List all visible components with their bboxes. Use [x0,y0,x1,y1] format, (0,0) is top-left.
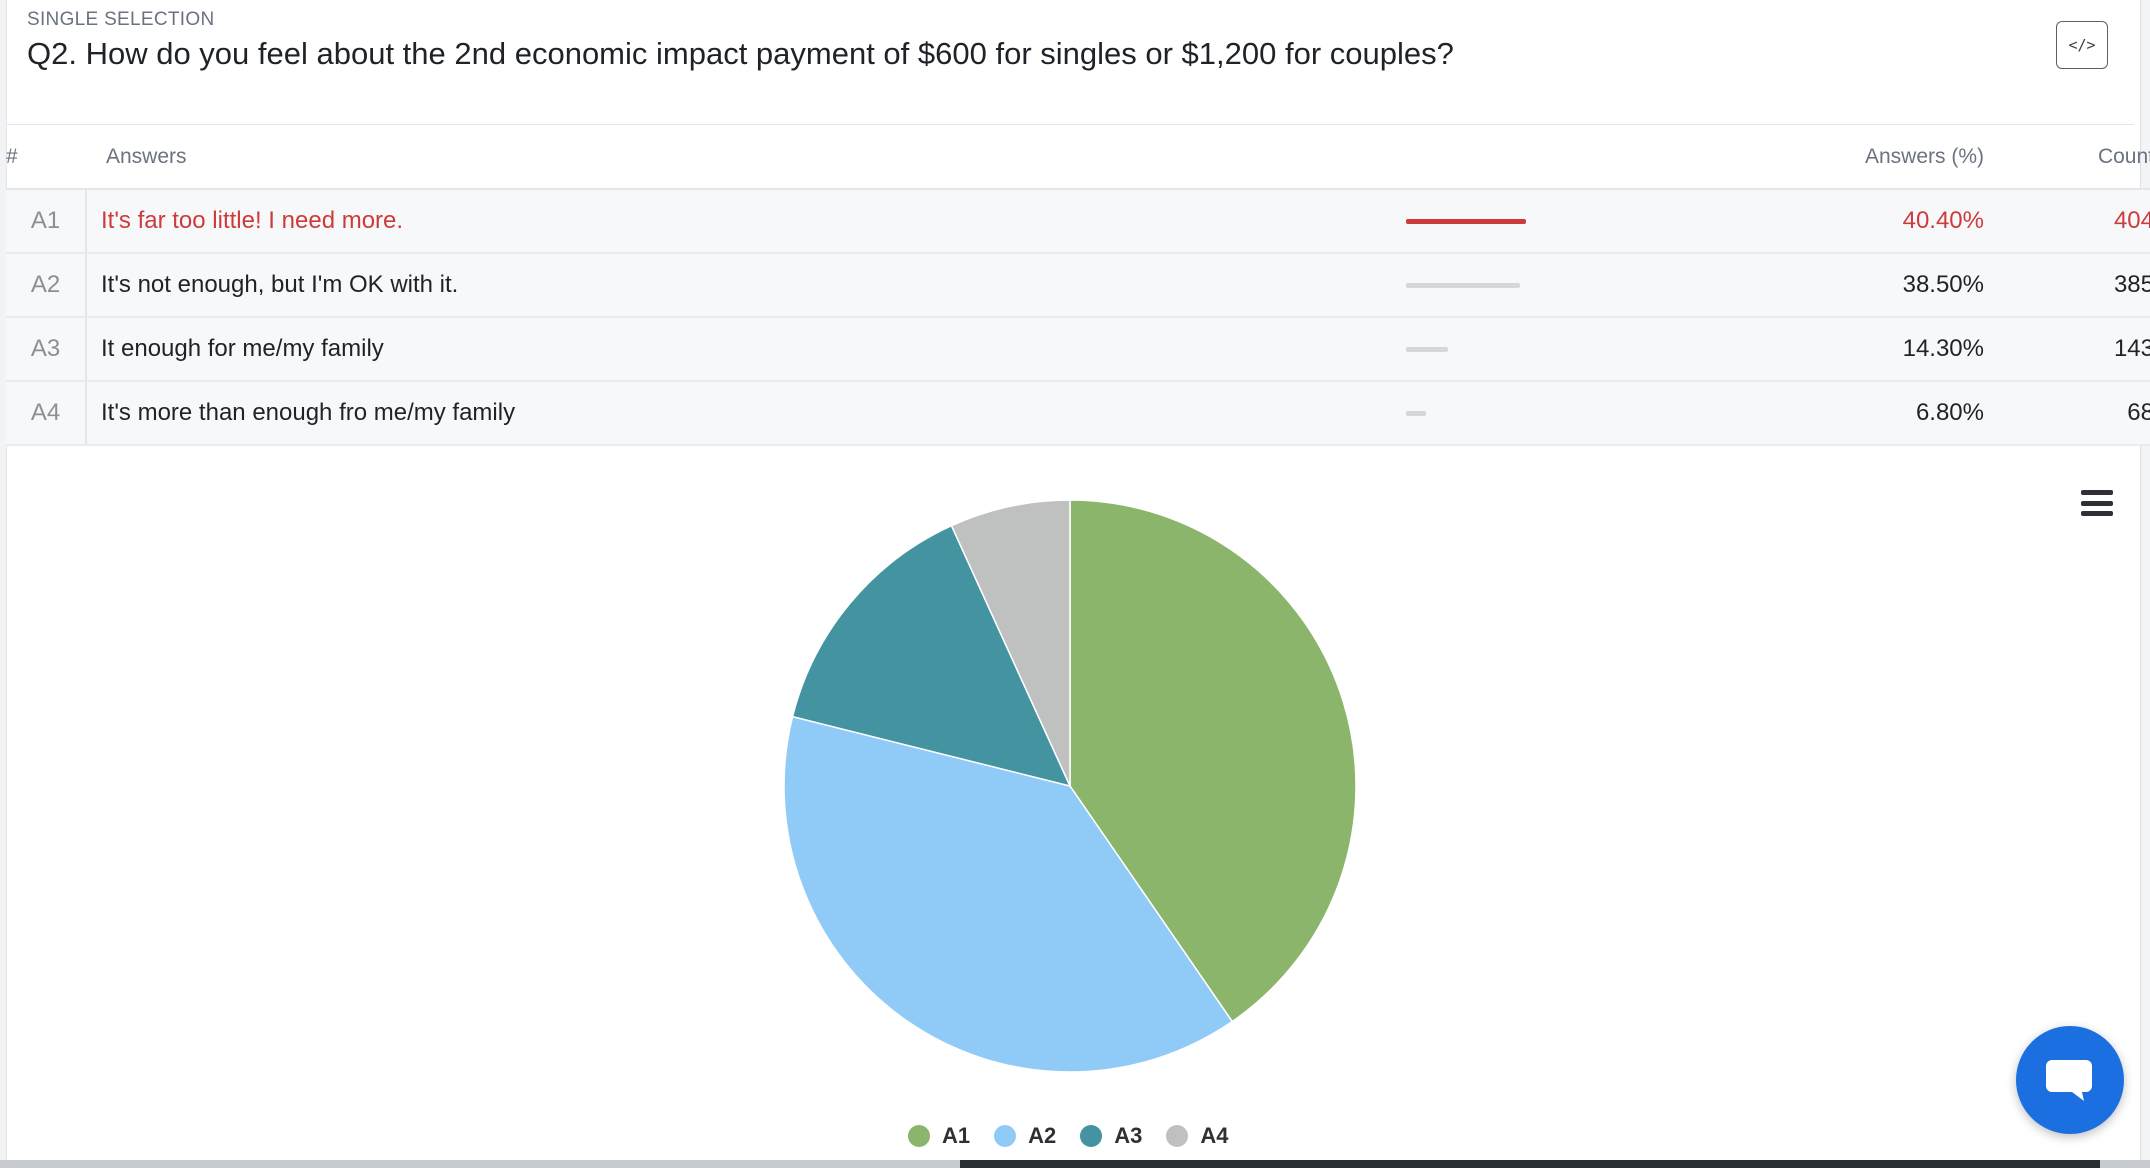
row-percent: 38.50% [1766,253,1984,318]
row-count: 143 [1984,317,2150,382]
menu-line [2081,511,2113,516]
pie-slice-a4[interactable] [950,499,1071,787]
chat-button[interactable] [2016,1026,2124,1134]
chat-bubble-icon [2046,1060,2092,1101]
header-percent: Answers (%) [1766,125,1984,190]
row-answer: It's more than enough fro me/my family [86,381,1406,446]
row-percent: 40.40% [1766,189,1984,254]
pie-chart [783,499,1357,1073]
header-divider [6,124,2134,125]
pie-slice-a2[interactable] [783,715,1234,1073]
table-row[interactable]: A4 It's more than enough fro me/my famil… [6,381,2150,446]
bottom-strip [0,1160,2150,1168]
row-percent-bar [1406,346,1449,352]
left-edge [0,0,7,1168]
header-count: Count [1984,125,2150,190]
row-percent: 6.80% [1766,381,1984,446]
row-id: A2 [6,253,87,318]
hamburger-menu-icon[interactable] [2081,490,2113,516]
row-answer: It's far too little! I need more. [86,189,1406,254]
legend-dot [1080,1125,1103,1147]
pie-slice-a3[interactable] [791,524,1072,788]
row-count: 404 [1984,189,2150,254]
row-answer: It enough for me/my family [86,317,1406,382]
answers-table: # Answers Answers (%) Count A1 It's far … [6,125,2150,446]
legend-label: A2 [1028,1123,1057,1148]
row-percent-bar [1406,410,1427,416]
pie-slice-a1[interactable] [1069,499,1357,1023]
legend-dot [908,1125,930,1147]
header-bar [1406,125,1766,190]
menu-line [2081,490,2113,495]
row-bar-cell [1406,317,1766,382]
legend-item-a2[interactable]: A2 [994,1123,1056,1149]
row-bar-cell [1406,253,1766,318]
legend-label: A1 [942,1123,971,1148]
header-number: # [6,125,86,190]
row-answer: It's not enough, but I'm OK with it. [86,253,1406,318]
row-count: 68 [1984,381,2150,446]
question-title: Q2. How do you feel about the 2nd econom… [27,36,1454,71]
legend-item-a4[interactable]: A4 [1166,1123,1229,1149]
legend-item-a1[interactable]: A1 [908,1123,970,1149]
menu-line [2081,500,2113,506]
table-header-row: # Answers Answers (%) Count [6,125,2150,190]
row-bar-cell [1406,189,1766,254]
header-answers: Answers [86,125,1406,190]
question-type-label: SINGLE SELECTION [27,9,215,30]
row-percent-bar [1406,282,1521,288]
chart-legend: A1 A2 A3 A4 [908,1120,1253,1152]
legend-dot [994,1125,1017,1147]
bottom-strip-dark [960,1160,2100,1168]
row-id: A1 [6,189,87,254]
row-id: A4 [6,381,87,446]
table-row[interactable]: A2 It's not enough, but I'm OK with it. … [6,253,2150,318]
legend-item-a3[interactable]: A3 [1080,1123,1142,1149]
row-count: 385 [1984,253,2150,318]
legend-label: A4 [1200,1123,1229,1148]
row-percent: 14.30% [1766,317,1984,382]
table-row[interactable]: A1 It's far too little! I need more. 40.… [6,189,2150,254]
legend-dot [1166,1125,1189,1147]
row-id: A3 [6,317,87,382]
row-bar-cell [1406,381,1766,446]
legend-label: A3 [1114,1123,1143,1148]
right-scrollbar[interactable] [2140,0,2150,1168]
embed-code-button[interactable]: </> [2056,21,2108,69]
table-row[interactable]: A3 It enough for me/my family 14.30% 143 [6,317,2150,382]
row-percent-bar [1406,218,1526,224]
